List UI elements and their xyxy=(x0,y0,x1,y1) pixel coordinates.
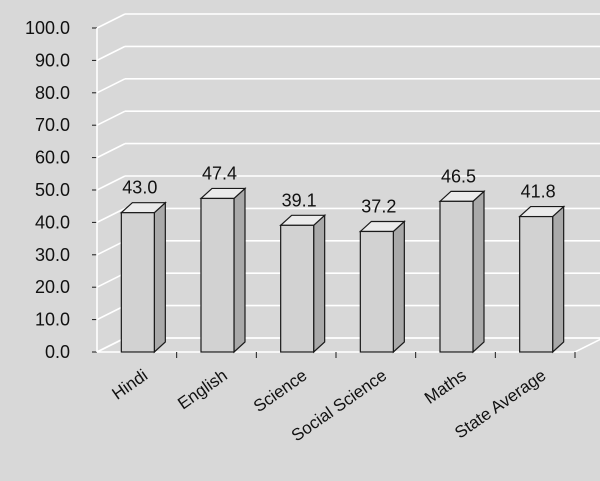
y-tick-label: 40.0 xyxy=(35,212,70,232)
bar xyxy=(119,201,167,354)
y-tick-label: 70.0 xyxy=(35,115,70,135)
y-axis-tick-labels: 0.0 10.0 20.0 30.0 40.0 50.0 60.0 70.0 80.0 90.0 1… xyxy=(25,18,70,362)
bar xyxy=(438,189,486,354)
bar xyxy=(518,205,566,354)
bar-side-face xyxy=(153,201,166,354)
bar-front-face xyxy=(200,197,235,353)
y-tick-label: 90.0 xyxy=(35,50,70,70)
bar xyxy=(199,187,247,354)
bars xyxy=(119,187,566,354)
data-label: 39.1 xyxy=(282,190,317,210)
gridline-side xyxy=(96,240,126,256)
data-labels: 43.0 47.4 39.1 37.2 46.5 41.8 xyxy=(122,163,555,216)
y-tick-label: 80.0 xyxy=(35,83,70,103)
bar xyxy=(279,213,327,354)
gridline-side xyxy=(96,13,126,29)
data-label: 41.8 xyxy=(521,182,556,202)
gridline-side xyxy=(96,78,126,94)
axes xyxy=(92,27,600,358)
y-tick-label: 20.0 xyxy=(35,277,70,297)
bar-front-face xyxy=(120,212,155,353)
bar-front-face xyxy=(439,200,474,353)
data-label: 37.2 xyxy=(361,196,396,216)
bar-side-face xyxy=(313,213,326,354)
bar xyxy=(358,220,406,354)
y-tick-label: 50.0 xyxy=(35,180,70,200)
data-label: 43.0 xyxy=(122,178,157,198)
bar-front-face xyxy=(280,224,315,353)
gridline-side xyxy=(96,45,126,62)
bar-front-face xyxy=(359,230,394,353)
bar-side-face xyxy=(233,187,246,354)
y-tick-label: 100.0 xyxy=(25,18,70,38)
bar-side-face xyxy=(472,189,485,354)
gridline-side xyxy=(96,142,126,159)
gridline-side xyxy=(96,110,126,126)
gridline-side xyxy=(96,175,126,191)
data-label: 47.4 xyxy=(202,163,237,183)
data-label: 46.5 xyxy=(441,166,476,186)
gridline-side xyxy=(96,304,126,321)
gridline-side xyxy=(96,272,126,288)
y-tick-label: 10.0 xyxy=(35,310,70,330)
y-tick-label: 0.0 xyxy=(45,342,70,362)
y-tick-label: 30.0 xyxy=(35,245,70,265)
y-tick-label: 60.0 xyxy=(35,148,70,168)
bar-side-face xyxy=(392,220,405,354)
gridline-side xyxy=(96,207,126,224)
bar-front-face xyxy=(519,215,554,353)
bar-side-face xyxy=(552,205,565,354)
